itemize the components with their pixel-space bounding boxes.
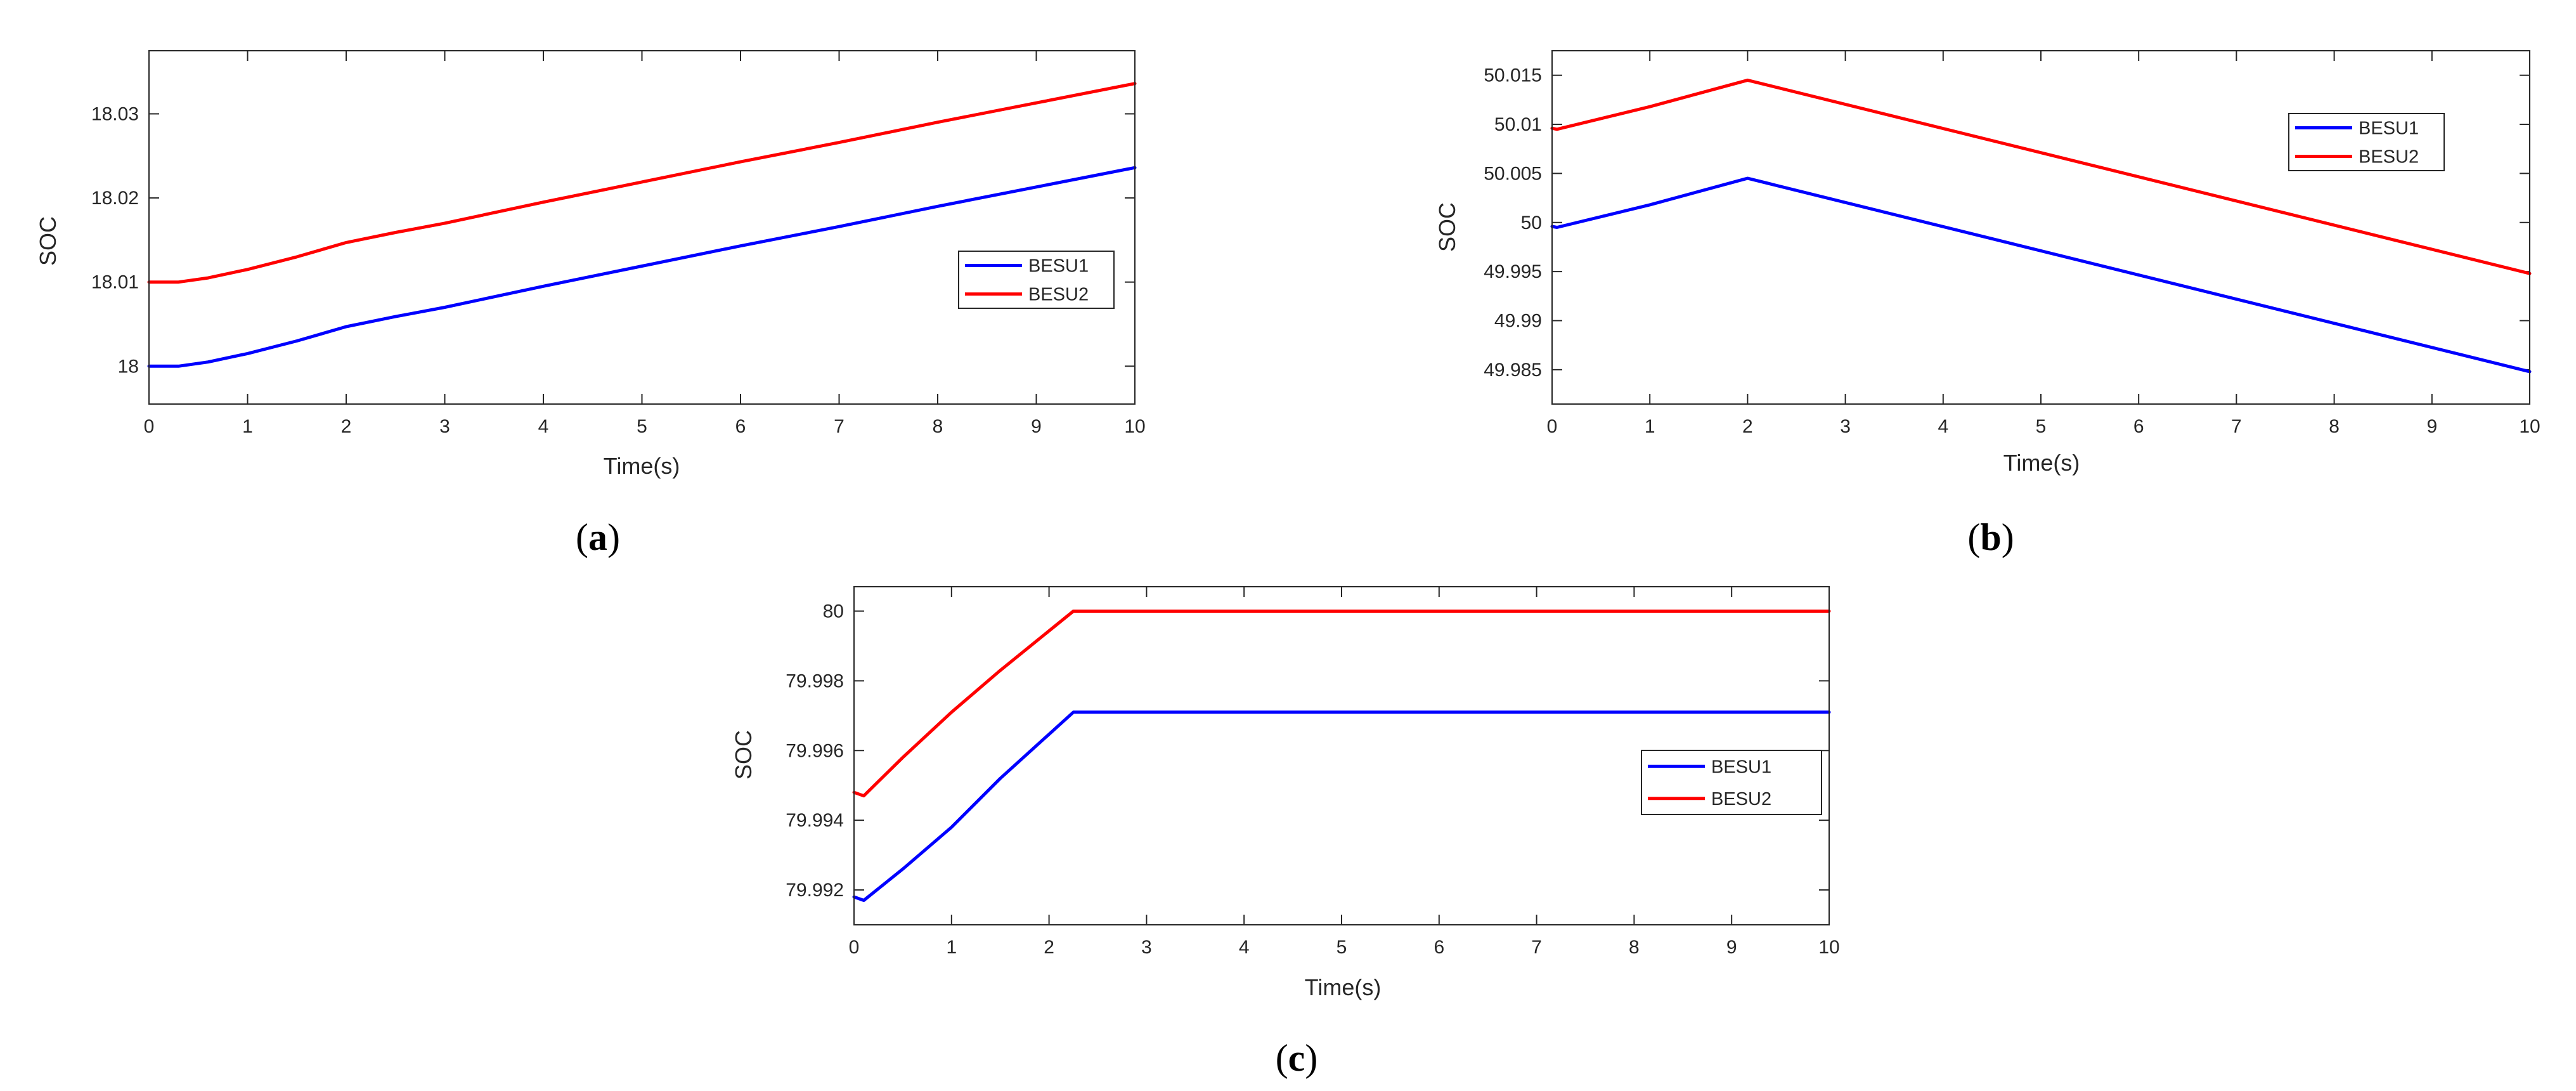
x-tick-label: 6: [2133, 416, 2144, 437]
x-axis-label: Time(s): [1305, 974, 1382, 1000]
legend-label-besu1: BESU1: [1711, 757, 1771, 777]
y-tick-label: 49.995: [1484, 261, 1542, 282]
x-tick-label: 8: [933, 416, 943, 437]
y-tick-label: 80: [823, 601, 844, 622]
y-tick-label: 79.998: [786, 670, 844, 691]
series-line-besu2: [147, 82, 1137, 284]
y-axis-label: SOC: [1434, 202, 1460, 252]
legend-box: [1641, 750, 1822, 815]
x-tick-label: 10: [1124, 416, 1145, 437]
x-tick-label: 4: [1239, 937, 1250, 958]
series-line-besu1: [1550, 176, 2532, 374]
x-axis-label: Time(s): [604, 453, 680, 479]
subfigure-caption: (a): [576, 516, 620, 558]
x-tick-label: 10: [2519, 416, 2540, 437]
legend: BESU1 BESU2: [1641, 750, 1822, 815]
x-tick-label: 2: [1044, 937, 1054, 958]
caption-paren-open: (: [576, 516, 588, 558]
legend-label-besu1: BESU1: [2359, 119, 2419, 139]
x-tick-label: 7: [1531, 937, 1542, 958]
legend-label-besu2: BESU2: [1711, 789, 1771, 809]
x-tick-label: 8: [2329, 416, 2340, 437]
x-tick-label: 5: [637, 416, 647, 437]
x-tick-label: 3: [439, 416, 450, 437]
series-line-besu2: [1550, 78, 2532, 275]
x-tick-label: 0: [1547, 416, 1558, 437]
x-tick-label: 4: [1938, 416, 1948, 437]
x-axis-label: Time(s): [2003, 450, 2080, 476]
x-tick-label: 9: [1726, 937, 1737, 958]
series-line-besu1: [147, 166, 1137, 368]
x-tick-label: 2: [1742, 416, 1753, 437]
plot-area: [149, 51, 1135, 404]
legend-label-besu1: BESU1: [1028, 256, 1089, 277]
y-tick-label: 50.01: [1494, 114, 1542, 135]
caption-letter: b: [1980, 516, 2001, 558]
axes-box: [148, 50, 1136, 405]
x-tick-label: 1: [1645, 416, 1655, 437]
caption-paren-close: ): [2002, 516, 2014, 558]
caption-letter: c: [1288, 1037, 1305, 1079]
x-tick-label: 8: [1629, 937, 1640, 958]
caption-paren-open: (: [1276, 1037, 1288, 1079]
y-tick-label: 50.005: [1484, 163, 1542, 184]
y-tick-label: 79.992: [786, 880, 844, 901]
y-tick-label: 18.02: [91, 188, 139, 209]
x-tick-label: 9: [1031, 416, 1042, 437]
x-tick-label: 2: [341, 416, 352, 437]
axes-box: [1551, 50, 2530, 405]
caption-paren-close: ): [1305, 1037, 1317, 1079]
axes-box: [853, 586, 1830, 925]
y-axis-label: SOC: [35, 216, 61, 266]
x-tick-label: 1: [242, 416, 253, 437]
y-tick-label: 79.996: [786, 740, 844, 761]
subfigure-caption: (c): [1276, 1037, 1318, 1079]
x-tick-label: 5: [1337, 937, 1347, 958]
series-line-besu1: [852, 710, 1831, 902]
y-tick-label: 50: [1521, 212, 1542, 233]
x-tick-label: 0: [144, 416, 155, 437]
y-tick-label: 49.99: [1494, 310, 1542, 331]
x-tick-label: 3: [1840, 416, 1851, 437]
x-tick-label: 6: [735, 416, 746, 437]
y-tick-label: 79.994: [786, 810, 844, 831]
caption-paren-close: ): [607, 516, 620, 558]
x-tick-label: 0: [849, 937, 860, 958]
y-tick-label: 50.015: [1484, 65, 1542, 86]
y-tick-label: 18.03: [91, 103, 139, 124]
legend-box: [958, 251, 1115, 309]
plot-area: [1552, 51, 2530, 404]
legend-label-besu2: BESU2: [1028, 285, 1089, 305]
x-tick-label: 4: [538, 416, 549, 437]
legend: BESU1 BESU2: [2288, 113, 2445, 171]
caption-paren-open: (: [1967, 516, 1980, 558]
x-tick-label: 10: [1818, 937, 1839, 958]
series-line-besu2: [852, 610, 1831, 798]
subfigure-caption: (b): [1967, 516, 2014, 558]
x-tick-label: 7: [834, 416, 845, 437]
y-tick-label: 49.985: [1484, 360, 1542, 381]
y-tick-label: 18: [118, 356, 139, 377]
legend-box: [2288, 113, 2445, 171]
x-tick-label: 3: [1141, 937, 1152, 958]
y-axis-label: SOC: [730, 730, 756, 780]
chart-2: 0 1 2 3 4 5 6 7 8 9 10 49.985 49.99 49.995 50 50.005 50.…: [1434, 50, 2540, 558]
x-tick-label: 6: [1434, 937, 1444, 958]
x-tick-label: 9: [2426, 416, 2437, 437]
x-tick-label: 7: [2231, 416, 2242, 437]
chart-3: 0 1 2 3 4 5 6 7 8 9 10 79.992 79.994 79.996 79.998 80 Ti…: [730, 586, 1840, 1079]
legend-label-besu2: BESU2: [2359, 147, 2419, 167]
y-tick-label: 18.01: [91, 272, 139, 293]
chart-1: 0 1 2 3 4 5 6 7 8 9 10 18 18.01 18.02 18.03 Time(s) SOC B…: [35, 50, 1146, 558]
legend: BESU1 BESU2: [958, 251, 1115, 309]
x-tick-label: 1: [946, 937, 957, 958]
x-tick-label: 5: [2036, 416, 2047, 437]
caption-letter: a: [588, 516, 607, 558]
